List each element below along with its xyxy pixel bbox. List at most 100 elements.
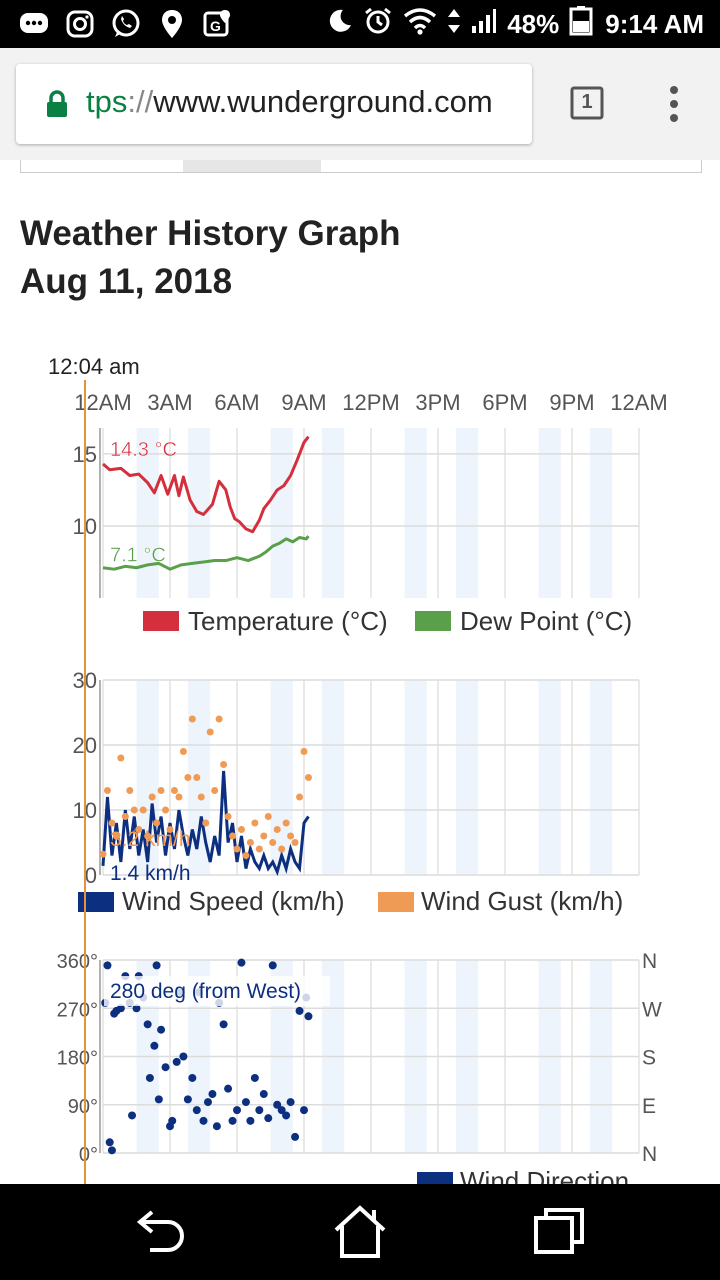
maps-icon: G — [202, 8, 234, 40]
wind-gust-point — [202, 819, 210, 827]
wind-direction-point — [143, 1020, 152, 1029]
wind-direction-point — [179, 1052, 188, 1061]
wind-direction-point — [300, 1106, 308, 1115]
wind-gust-point — [291, 839, 299, 846]
battery-icon — [569, 6, 595, 43]
wind-gust-point — [251, 819, 259, 827]
x-tick-label: 6AM — [214, 390, 259, 415]
wind-direction-point — [304, 1012, 313, 1021]
wind-direction-point — [188, 1073, 197, 1082]
android-nav-bar — [0, 1184, 720, 1280]
weather-charts: 12:04 am 12AM 3AM 6AM 9AM 12PM 3PM 6PM 9PM 12AM 15… — [0, 340, 720, 1196]
chart3-compass-tick: W — [642, 998, 662, 1021]
overflow-menu-button[interactable] — [660, 82, 688, 126]
whatsapp-icon — [110, 8, 142, 40]
wind-direction-point — [233, 1106, 241, 1115]
wind-gust-point — [193, 774, 201, 781]
wind-direction-point — [116, 1004, 125, 1013]
wind-gust-point — [103, 787, 111, 794]
recents-icon — [534, 1208, 584, 1254]
moon-icon — [325, 7, 353, 42]
wind-gust-point — [296, 793, 304, 801]
signal-icon — [471, 8, 497, 41]
home-button[interactable] — [330, 1204, 390, 1260]
wind-gust-point — [121, 813, 129, 820]
wind-gust-point — [300, 748, 308, 755]
chart2-band — [404, 680, 427, 875]
wind-direction-point — [168, 1116, 177, 1125]
page-title-date: Aug 11, 2018 — [20, 262, 233, 301]
wind-gust-legend-swatch — [378, 892, 414, 912]
cursor-time-label: 12:04 am — [48, 354, 140, 379]
page-tab-active[interactable] — [183, 160, 321, 172]
system-status: 48% 9:14 AM — [325, 6, 704, 43]
wind-direction-point — [107, 1146, 116, 1155]
wind-gust-point — [139, 806, 147, 814]
temperature-line — [102, 435, 310, 534]
instagram-icon — [64, 8, 96, 40]
svg-text:G: G — [210, 18, 221, 34]
chart3-y-tick: 180° — [57, 1048, 98, 1070]
address-bar[interactable]: tps://www.wunderground.com — [16, 64, 532, 144]
chart2-band — [589, 680, 613, 875]
wind-direction-point — [282, 1111, 291, 1120]
x-tick-label: 9PM — [549, 390, 594, 415]
url-text[interactable]: tps://www.wunderground.com — [86, 84, 493, 120]
message-icon — [18, 8, 50, 40]
wind-direction-point — [183, 1095, 192, 1104]
wind-speed-legend-swatch — [78, 892, 114, 912]
wind-direction-point — [264, 1114, 273, 1123]
wind-gust-point — [233, 845, 241, 853]
wind-gust-point — [108, 819, 116, 827]
clock-time: 9:14 AM — [605, 9, 704, 39]
data-arrows-icon — [447, 7, 461, 42]
chart1-band — [589, 428, 613, 598]
wind-direction-point — [241, 1098, 250, 1107]
wind-gust-point — [220, 761, 228, 768]
wind-gust-point — [117, 754, 125, 762]
chart1-band — [321, 428, 345, 598]
wind-direction-point — [145, 1073, 154, 1082]
back-button[interactable] — [130, 1204, 190, 1260]
chart1-band — [538, 428, 561, 598]
wind-speed-legend-label: Wind Speed (km/h) — [122, 886, 345, 916]
wind-gust-point — [269, 839, 277, 846]
chart3-y-tick: 90° — [68, 1096, 98, 1118]
wind-gust-point — [237, 826, 245, 833]
page-tabs-strip — [20, 160, 702, 173]
recents-button[interactable] — [530, 1204, 590, 1260]
wind-speed-current-label: 1.4 km/h — [110, 862, 191, 885]
tab-switcher-button[interactable]: 1 — [570, 86, 604, 120]
x-tick-label: 6PM — [482, 390, 527, 415]
wind-direction-point — [203, 1098, 212, 1107]
wind-gust-point — [264, 813, 272, 820]
browser-toolbar: tps://www.wunderground.com 1 — [0, 48, 720, 160]
wind-gust-point — [211, 787, 219, 794]
home-icon — [334, 1205, 386, 1258]
wind-gust-point — [170, 787, 178, 794]
x-tick-label: 12AM — [74, 390, 131, 415]
wind-gust-point — [153, 819, 161, 827]
wind-direction-point — [237, 958, 246, 967]
wind-gust-point — [304, 774, 312, 781]
wind-gust-point — [99, 850, 107, 858]
x-tick-label: 12PM — [342, 390, 399, 415]
wifi-icon — [403, 7, 437, 42]
wind-direction-point — [255, 1106, 264, 1115]
chart1-band — [455, 428, 479, 598]
url-scheme: tps — [86, 84, 128, 119]
wind-gust-point — [282, 819, 290, 827]
wind-direction-point — [246, 1116, 255, 1125]
page-title: Weather History Graph Aug 11, 2018 — [20, 210, 401, 306]
wind-gust-point — [206, 728, 214, 736]
chart3-y-tick: 0° — [79, 1144, 98, 1166]
url-separator: :// — [127, 84, 154, 119]
dewpoint-line — [102, 535, 310, 571]
wind-gust-point — [179, 748, 187, 755]
chart3-y-tick: 360° — [57, 951, 98, 973]
chart3-compass-tick: N — [642, 950, 657, 973]
wind-gust-point — [135, 826, 143, 833]
back-icon — [136, 1210, 184, 1252]
wind-gust-point — [224, 813, 232, 820]
